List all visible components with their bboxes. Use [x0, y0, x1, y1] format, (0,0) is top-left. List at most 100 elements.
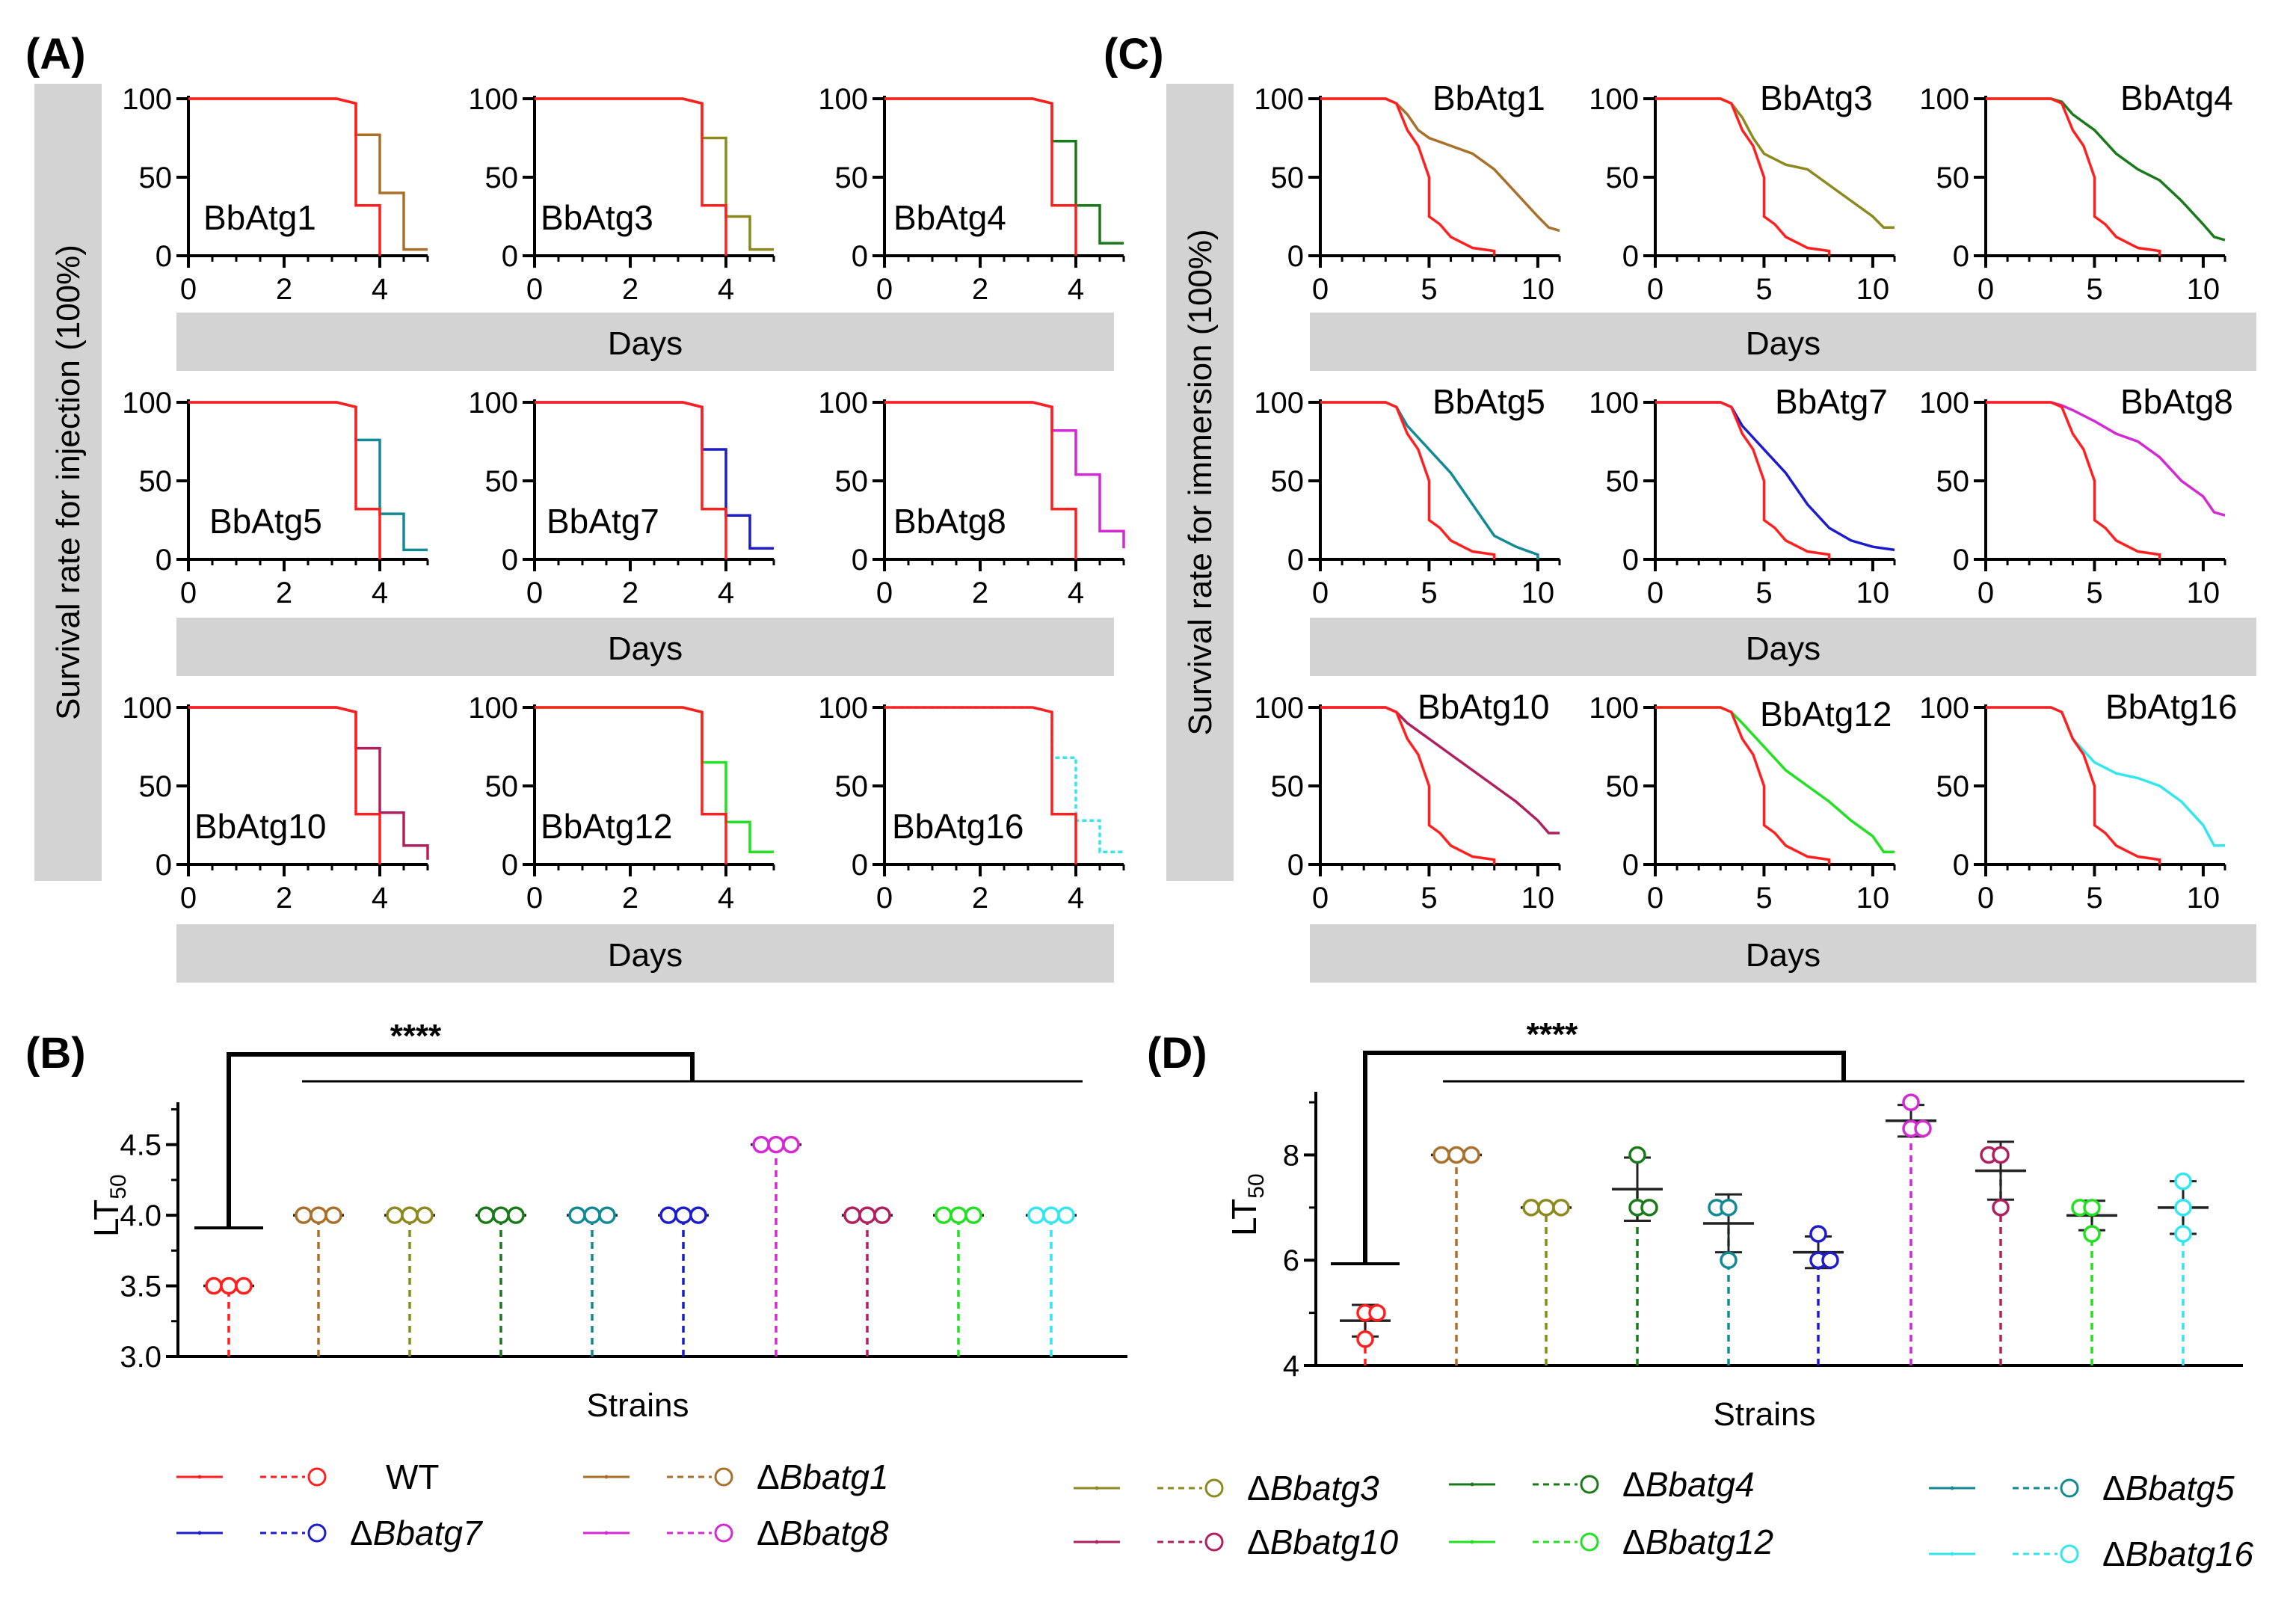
x-tick-label: 10	[1521, 577, 1555, 609]
legend-circle-marker	[1206, 1480, 1222, 1496]
y-tick-label: 0	[852, 544, 868, 577]
y-tick-label: 100	[468, 387, 518, 420]
data-point	[585, 1208, 600, 1223]
x-tick-label: 0	[876, 273, 893, 306]
y-tick-label: 0	[1622, 544, 1639, 577]
x-tick-label: 5	[1755, 577, 1772, 609]
a-subplot-bbatg1: 0501000 2 4BbAtg1	[122, 83, 428, 306]
x-tick-label: 5	[2086, 273, 2102, 306]
data-point	[1915, 1121, 1930, 1136]
y-tick-label: 100	[122, 692, 172, 725]
a-subplot-bbatg12: 0501000 2 4BbAtg12	[468, 692, 774, 915]
x-tick-label: 0	[1647, 273, 1663, 306]
legend-prefix: Δ	[2102, 1469, 2126, 1508]
data-point	[769, 1137, 784, 1152]
y-tick-label: 50	[485, 770, 519, 803]
wt-curve	[1986, 707, 2160, 864]
legend-prefix: Δ	[1247, 1523, 1270, 1561]
y-tick-label: 100	[1589, 387, 1639, 420]
subplot-label: BbAtg5	[209, 502, 322, 541]
subplot-label: BbAtg12	[541, 807, 672, 846]
data-point	[966, 1208, 981, 1223]
series-delta-bbatg5	[1703, 1194, 1754, 1365]
y-tick-label: 0	[502, 544, 518, 577]
y-tick-label: 100	[1254, 387, 1304, 420]
y-tick-label: 50	[1606, 465, 1640, 498]
y-tick-label: 100	[468, 83, 518, 116]
panel-label-c: (C)	[1104, 30, 1164, 79]
legend-circle-marker	[1581, 1534, 1598, 1550]
series-delta-bbatg7	[658, 1208, 709, 1356]
data-point	[1721, 1253, 1736, 1268]
data-point	[2176, 1200, 2191, 1215]
legend-entry-bbatg5: ΔBbatg5	[1929, 1469, 2235, 1508]
y-tick-label: 0	[1622, 849, 1639, 882]
legend-circle-marker	[2061, 1480, 2078, 1496]
data-point	[1044, 1208, 1059, 1223]
series-delta-bbatg12	[2066, 1200, 2117, 1365]
y-tick-label: 100	[1919, 83, 1969, 116]
c-days-label: Days	[1746, 937, 1821, 974]
legend-entry-bbatg12: ΔBbatg12	[1449, 1523, 1773, 1561]
series-delta-bbatg16	[2158, 1174, 2209, 1365]
y-tick-label: 100	[1589, 83, 1639, 116]
legend-solid-marker	[1951, 1552, 1954, 1556]
x-tick-label: 0	[180, 273, 197, 306]
legend-solid-marker	[1471, 1483, 1474, 1487]
data-point	[1029, 1208, 1044, 1223]
legend-label: ΔBbatg16	[2102, 1534, 2254, 1573]
y-tick-label: 50	[835, 770, 869, 803]
subplot-label: BbAtg8	[2120, 382, 2233, 421]
y-tick-label: 50	[1936, 770, 1970, 803]
series-wt	[1340, 1305, 1391, 1365]
legend-prefix: Δ	[757, 1457, 780, 1496]
data-point	[951, 1208, 966, 1223]
ylabel-lt50: LT50	[1225, 1173, 1269, 1236]
y-tick-label: 4.0	[120, 1199, 161, 1232]
x-tick-label: 5	[2086, 882, 2102, 915]
x-tick-label: 4	[372, 882, 388, 915]
data-point	[2084, 1226, 2099, 1241]
x-tick-label: 0	[1978, 577, 1994, 609]
x-tick-label: 0	[1978, 273, 1994, 306]
data-point	[1358, 1332, 1373, 1347]
y-tick-label: 0	[1953, 240, 1969, 273]
y-tick-label: 0	[1287, 849, 1304, 882]
data-point	[1059, 1208, 1074, 1223]
data-point	[221, 1279, 236, 1294]
series-delta-bbatg7	[1793, 1226, 1844, 1365]
x-tick-label: 4	[718, 577, 734, 609]
subplot-label: BbAtg3	[1760, 79, 1873, 117]
x-tick-label: 5	[1421, 273, 1437, 306]
a-subplot-bbatg16: 0501000 2 4BbAtg16	[818, 692, 1124, 915]
x-tick-label: 4	[1068, 577, 1084, 609]
figure: (A) (C)(B) (D)Survival rate for injection …	[0, 0, 2296, 1610]
data-point	[1554, 1200, 1569, 1215]
xlabel-strains: Strains	[587, 1387, 689, 1424]
legend-name: Bbatg4	[1646, 1465, 1755, 1504]
data-point	[875, 1208, 890, 1223]
xlabel-strains: Strains	[1714, 1396, 1816, 1433]
y-tick-label: 4	[1283, 1350, 1299, 1383]
legend-entry-bbatg10: ΔBbatg10	[1074, 1523, 1399, 1561]
data-point	[1524, 1200, 1539, 1215]
x-tick-label: 0	[526, 273, 543, 306]
data-point	[402, 1208, 417, 1223]
legend-entry-bbatg16: ΔBbatg16	[1929, 1534, 2254, 1573]
x-tick-label: 5	[1755, 273, 1772, 306]
significance-stars: ****	[390, 1018, 442, 1054]
x-tick-label: 0	[1312, 882, 1329, 915]
data-point	[860, 1208, 875, 1223]
legend-circle-marker	[309, 1525, 325, 1541]
y-tick-label: 0	[1953, 849, 1969, 882]
data-point	[508, 1208, 523, 1223]
a-subplot-bbatg4: 0 50 100 0 2 4 BbAtg4	[818, 83, 1124, 306]
c-subplot-bbatg8: 0501000 5 10BbAtg8	[1919, 382, 2233, 609]
data-point	[600, 1208, 615, 1223]
legend-label: ΔBbatg8	[757, 1514, 889, 1552]
legend-name: Bbatg12	[1646, 1523, 1773, 1561]
data-point	[1823, 1253, 1838, 1268]
y-tick-label: 50	[139, 162, 173, 194]
y-tick-label: 50	[1606, 162, 1640, 194]
wt-curve	[1986, 99, 2160, 256]
